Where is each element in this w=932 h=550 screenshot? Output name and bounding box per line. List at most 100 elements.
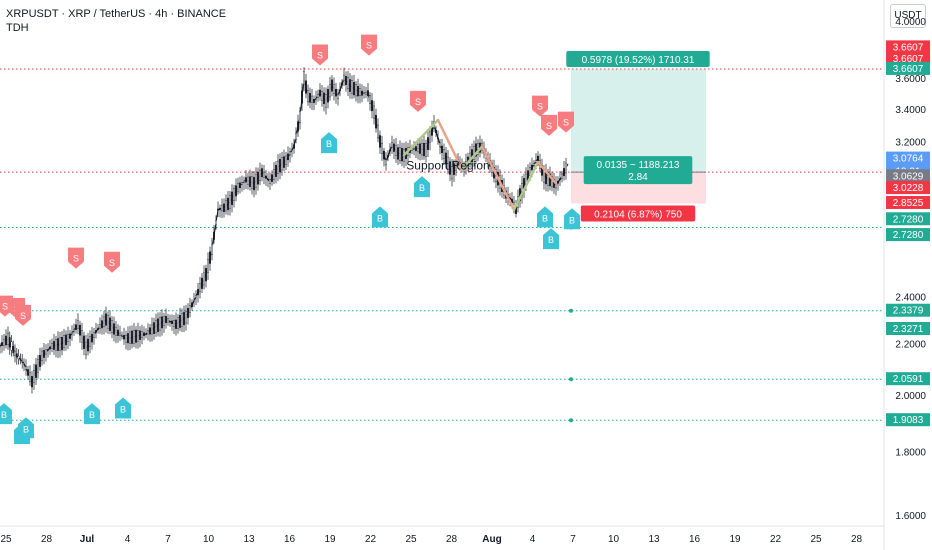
price-axis-label-bg [886, 413, 930, 427]
stop-label-bg [580, 205, 696, 222]
candle-body [119, 332, 121, 336]
candle-body [449, 161, 451, 175]
price-axis-label-text: 2.7280 [893, 214, 924, 225]
price-axis-label: 3.0629 [886, 169, 930, 183]
candle-body [137, 330, 139, 342]
candle-body [285, 155, 287, 165]
candle-body [143, 332, 145, 337]
candle-body [445, 152, 447, 165]
candle-body [397, 147, 399, 160]
candle-body [199, 283, 201, 293]
sell-signal-icon[interactable]: S [15, 304, 31, 326]
buy-signal-icon[interactable]: B [115, 397, 131, 419]
candle-body [339, 89, 341, 91]
sell-signal-icon[interactable]: S [312, 44, 328, 66]
candle-body [243, 180, 245, 183]
buy-signal-icon[interactable]: B [18, 417, 34, 439]
candle-body [229, 195, 231, 209]
candle-body [71, 332, 73, 335]
sell-signal-icon[interactable]: S [558, 111, 574, 133]
candle-body [345, 76, 347, 85]
sell-signal-icon[interactable]: S [361, 34, 377, 56]
candle-body [0, 345, 1, 348]
x-tick-label: 28 [446, 534, 458, 545]
candle-body [7, 332, 9, 345]
sell-signal-icon[interactable]: S [410, 90, 426, 112]
sell-signal-icon[interactable]: S [541, 114, 557, 136]
candle-body [381, 142, 383, 154]
candle-body [309, 93, 311, 103]
signal-letter: B [326, 139, 332, 149]
profit-zone[interactable] [571, 68, 706, 173]
candle-body [357, 85, 359, 97]
buy-signal-icon[interactable]: B [372, 206, 388, 228]
candle-body [413, 148, 415, 150]
price-axis-label-bg [886, 51, 930, 65]
candle-body [109, 317, 111, 331]
candle-body [531, 164, 533, 170]
candle-body [253, 176, 255, 191]
candle-body [145, 333, 147, 335]
x-tick-label: 19 [324, 534, 336, 545]
candle-body [19, 358, 22, 361]
currency-button[interactable]: USDT [890, 4, 926, 28]
candle-body [197, 289, 199, 296]
target-label[interactable]: 0.5978 (19.52%) 1710.31 [566, 50, 710, 67]
buy-signal-icon[interactable]: B [84, 403, 100, 425]
level-anchor-dot [569, 377, 573, 382]
candle-body [293, 144, 295, 149]
sell-signal-icon[interactable]: S [68, 247, 84, 269]
price-axis-label-bg [886, 40, 930, 54]
candle-body [341, 82, 343, 86]
price-axis-label-text: 2.3271 [893, 324, 924, 335]
price-axis-label-text: 2.3379 [893, 306, 924, 317]
candle-body [423, 143, 425, 157]
buy-signal-icon[interactable]: B [543, 228, 559, 250]
buy-signal-icon[interactable]: B [537, 206, 553, 228]
candle-body [201, 277, 203, 289]
candle-body [271, 174, 273, 182]
sell-signal-icon[interactable]: S [104, 251, 120, 273]
candle-body [239, 182, 241, 189]
candle-body [451, 166, 453, 180]
candle-body [351, 80, 353, 94]
candle-body [39, 354, 41, 367]
price-axis-label: 2.7280 [886, 228, 930, 242]
signal-letter: S [537, 102, 543, 112]
candle-body [99, 324, 101, 330]
candle-body [8, 337, 11, 348]
sell-signal-icon[interactable]: S [532, 95, 548, 117]
candle-body [14, 350, 16, 356]
candle-body [247, 176, 249, 185]
candle-body [179, 315, 181, 328]
candle-body [133, 330, 135, 344]
signal-letter: B [548, 235, 554, 245]
candle-body [421, 143, 423, 156]
stop-label[interactable]: 0.2104 (6.87%) 750 [580, 205, 696, 222]
candle-body [213, 231, 215, 240]
level-anchor-dot [569, 308, 573, 313]
candle-body [25, 366, 27, 370]
candle-body [245, 177, 247, 183]
candle-body [17, 355, 20, 359]
signal-letter: S [109, 258, 115, 268]
buy-signal-icon[interactable]: B [0, 403, 12, 425]
sell-flag-shape [104, 251, 120, 273]
candle-body [315, 98, 317, 100]
candle-body [279, 158, 281, 173]
position-center-label-text: 0.0135 ~ 1188.213 [597, 160, 680, 171]
candle-body [169, 321, 171, 323]
candle-body [257, 171, 259, 185]
price-axis-label-text: 3.0764 [893, 154, 924, 165]
candle-body [267, 178, 269, 181]
price-axis-label: 1.9083 [886, 413, 930, 427]
buy-signal-icon[interactable]: B [564, 208, 580, 230]
price-axis-label-text: 2.7280 [893, 230, 924, 241]
candle-body [349, 79, 351, 92]
buy-signal-icon[interactable]: B [321, 132, 337, 154]
buy-signal-icon[interactable]: B [414, 176, 430, 198]
candle-body [203, 272, 205, 286]
x-tick-label: 13 [648, 534, 660, 545]
